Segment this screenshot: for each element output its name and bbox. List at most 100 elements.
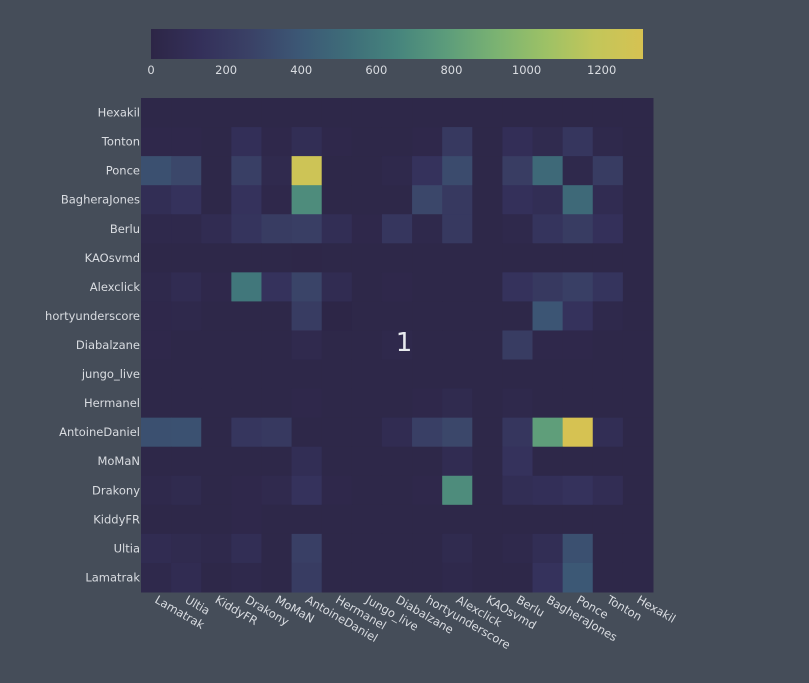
heatmap-cell[interactable] bbox=[261, 562, 293, 593]
heatmap-cell[interactable] bbox=[381, 388, 413, 419]
heatmap-cell[interactable] bbox=[261, 475, 293, 506]
heatmap-cell[interactable] bbox=[321, 359, 353, 390]
heatmap-cell[interactable] bbox=[141, 475, 172, 506]
heatmap-cell[interactable] bbox=[321, 214, 353, 244]
heatmap-cell[interactable] bbox=[171, 417, 202, 448]
heatmap-cell[interactable] bbox=[622, 388, 654, 419]
heatmap-cell[interactable] bbox=[261, 214, 293, 244]
heatmap-cell[interactable] bbox=[442, 156, 473, 186]
heatmap-cell[interactable] bbox=[321, 504, 353, 535]
heatmap-cell[interactable] bbox=[532, 330, 564, 361]
heatmap-cell[interactable] bbox=[562, 185, 594, 215]
heatmap-cell[interactable] bbox=[171, 185, 202, 215]
heatmap-cell[interactable] bbox=[442, 243, 473, 273]
heatmap-cell[interactable] bbox=[472, 446, 503, 477]
heatmap-cell[interactable] bbox=[412, 446, 443, 477]
heatmap-cell[interactable] bbox=[532, 562, 564, 593]
heatmap-cell[interactable] bbox=[562, 533, 594, 564]
heatmap-cell[interactable] bbox=[532, 533, 564, 564]
heatmap-cell[interactable] bbox=[381, 243, 413, 273]
heatmap-cell[interactable] bbox=[141, 156, 172, 186]
heatmap-cell[interactable] bbox=[622, 127, 654, 157]
heatmap-cell[interactable] bbox=[261, 243, 293, 273]
heatmap-cell[interactable] bbox=[381, 156, 413, 186]
heatmap-cell[interactable] bbox=[351, 446, 383, 477]
heatmap-cell[interactable] bbox=[442, 446, 473, 477]
heatmap-cell[interactable] bbox=[592, 272, 624, 302]
heatmap-cell[interactable] bbox=[472, 562, 503, 593]
heatmap-cell[interactable] bbox=[532, 156, 564, 186]
heatmap-cell[interactable] bbox=[502, 359, 534, 390]
heatmap-cell[interactable] bbox=[351, 243, 383, 273]
heatmap-cell[interactable] bbox=[201, 330, 232, 361]
heatmap-cell[interactable] bbox=[351, 272, 383, 302]
heatmap-cell[interactable] bbox=[472, 214, 503, 244]
heatmap-cell[interactable] bbox=[412, 214, 443, 244]
heatmap-cell[interactable] bbox=[231, 388, 262, 419]
heatmap-cell[interactable] bbox=[321, 533, 353, 564]
heatmap-cell[interactable] bbox=[502, 330, 534, 361]
heatmap-cell[interactable] bbox=[171, 562, 202, 593]
heatmap-cell[interactable] bbox=[321, 446, 353, 477]
heatmap-cell[interactable] bbox=[592, 475, 624, 506]
heatmap-cell[interactable] bbox=[502, 388, 534, 419]
heatmap-cell[interactable] bbox=[291, 388, 323, 419]
heatmap-cell[interactable] bbox=[141, 272, 172, 302]
heatmap-cell[interactable] bbox=[562, 98, 594, 128]
heatmap-cell[interactable] bbox=[532, 475, 564, 506]
heatmap-cell[interactable] bbox=[351, 562, 383, 593]
heatmap-cell[interactable] bbox=[442, 127, 473, 157]
heatmap-cell[interactable] bbox=[321, 127, 353, 157]
heatmap-cell[interactable] bbox=[171, 243, 202, 273]
heatmap-cell[interactable] bbox=[321, 98, 353, 128]
heatmap-cell[interactable] bbox=[171, 214, 202, 244]
heatmap-cell[interactable] bbox=[291, 301, 323, 331]
heatmap-cell[interactable] bbox=[381, 185, 413, 215]
heatmap-cell[interactable] bbox=[261, 127, 293, 157]
heatmap-cell[interactable] bbox=[532, 127, 564, 157]
heatmap-cell[interactable] bbox=[502, 533, 534, 564]
heatmap-cell[interactable] bbox=[381, 301, 413, 331]
heatmap-cell[interactable] bbox=[171, 272, 202, 302]
heatmap-cell[interactable] bbox=[261, 156, 293, 186]
heatmap-cell[interactable] bbox=[562, 330, 594, 361]
heatmap-cell[interactable] bbox=[562, 243, 594, 273]
heatmap-cell[interactable] bbox=[261, 330, 293, 361]
heatmap-cell[interactable] bbox=[321, 156, 353, 186]
heatmap-cell[interactable] bbox=[442, 533, 473, 564]
heatmap-cell[interactable] bbox=[472, 301, 503, 331]
heatmap-cell[interactable] bbox=[442, 504, 473, 535]
heatmap-cell[interactable] bbox=[592, 243, 624, 273]
heatmap-cell[interactable] bbox=[171, 301, 202, 331]
heatmap-cell[interactable] bbox=[412, 562, 443, 593]
heatmap-cell[interactable] bbox=[231, 98, 262, 128]
heatmap-cell[interactable] bbox=[171, 359, 202, 390]
heatmap-cell[interactable] bbox=[622, 446, 654, 477]
heatmap-cell[interactable] bbox=[532, 446, 564, 477]
heatmap-cell[interactable] bbox=[412, 127, 443, 157]
heatmap-cell[interactable] bbox=[592, 533, 624, 564]
heatmap-cell[interactable] bbox=[321, 185, 353, 215]
heatmap-cell[interactable] bbox=[502, 446, 534, 477]
heatmap-cell[interactable] bbox=[201, 475, 232, 506]
heatmap-cell[interactable] bbox=[201, 98, 232, 128]
heatmap-cell[interactable] bbox=[472, 156, 503, 186]
heatmap-cell[interactable] bbox=[171, 475, 202, 506]
heatmap-cell[interactable] bbox=[351, 301, 383, 331]
heatmap-cell[interactable] bbox=[412, 98, 443, 128]
heatmap-cell[interactable] bbox=[472, 475, 503, 506]
heatmap-cell[interactable] bbox=[502, 301, 534, 331]
heatmap-cell[interactable] bbox=[381, 533, 413, 564]
heatmap-cell[interactable] bbox=[291, 272, 323, 302]
heatmap-cell[interactable] bbox=[291, 475, 323, 506]
heatmap-cell[interactable] bbox=[141, 446, 172, 477]
heatmap-cell[interactable] bbox=[562, 359, 594, 390]
heatmap-cell[interactable] bbox=[261, 301, 293, 331]
heatmap-cell[interactable] bbox=[201, 359, 232, 390]
heatmap-cell[interactable] bbox=[201, 504, 232, 535]
heatmap-cell[interactable] bbox=[351, 330, 383, 361]
heatmap-cell[interactable] bbox=[592, 359, 624, 390]
heatmap-cell[interactable] bbox=[381, 127, 413, 157]
heatmap-cell[interactable] bbox=[141, 127, 172, 157]
heatmap-cell[interactable] bbox=[472, 359, 503, 390]
